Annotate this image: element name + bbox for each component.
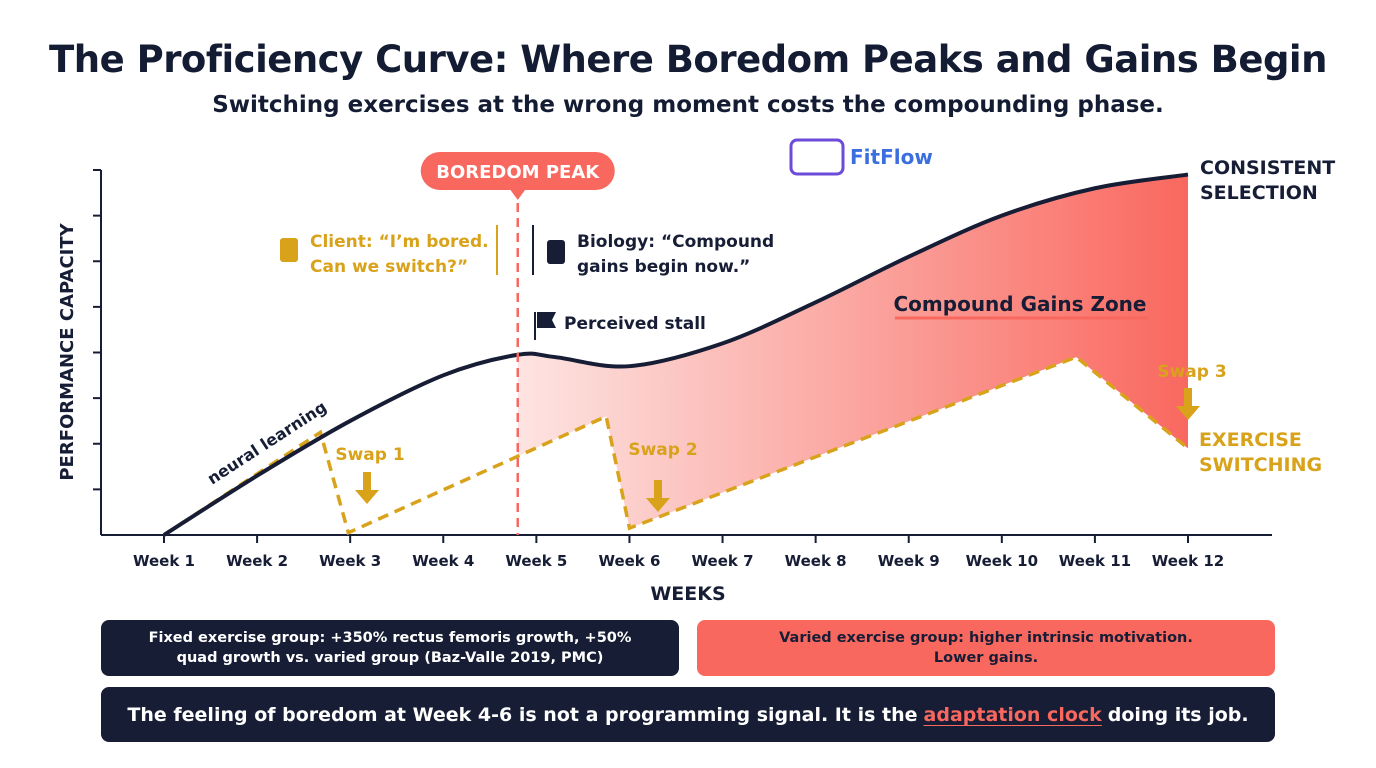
fixed-group-callout: Fixed exercise group: +350% rectus femor…: [101, 620, 679, 676]
fixed-line-2: quad growth vs. varied group (Baz-Valle …: [176, 650, 604, 666]
exercise-switching-label: EXERCISE: [1199, 429, 1302, 451]
biology-quote-line: gains begin now.”: [577, 257, 750, 277]
varied-line-1: Varied exercise group: higher intrinsic …: [779, 630, 1193, 646]
exercise-switching-label: SWITCHING: [1199, 454, 1322, 476]
chart-subtitle: Switching exercises at the wrong moment …: [212, 92, 1164, 118]
boredom-peak-label: BOREDOM PEAK: [436, 162, 600, 183]
message-highlight: adaptation clock: [923, 703, 1102, 726]
fixed-line-1: Fixed exercise group: +350% rectus femor…: [148, 630, 632, 646]
consistent-selection-line: [162, 172, 1189, 537]
x-tick-label: Week 10: [966, 552, 1038, 570]
varied-group-callout: Varied exercise group: higher intrinsic …: [697, 620, 1275, 676]
swap-label: Swap 2: [628, 440, 697, 460]
x-tick-label: Week 3: [319, 552, 381, 570]
biology-note-icon: [547, 240, 565, 264]
x-axis-label: WEEKS: [650, 583, 725, 605]
swap-down-arrow-icon: [646, 480, 670, 512]
message-pre: The feeling of boredom at Week 4-6 is no…: [127, 703, 918, 726]
swap-down-arrow-icon: [355, 472, 379, 504]
x-tick-label: Week 1: [133, 552, 195, 570]
badge-pointer: [509, 189, 526, 200]
client-quote-line: Client: “I’m bored.: [310, 232, 489, 252]
exercise-switching-line: [163, 355, 1190, 537]
swap-label: Swap 1: [335, 445, 404, 465]
x-tick-label: Week 6: [598, 552, 660, 570]
client-quote-line: Can we switch?”: [310, 257, 468, 277]
x-tick-label: Week 12: [1152, 552, 1224, 570]
flag-icon: [537, 312, 556, 328]
key-message-banner: The feeling of boredom at Week 4-6 is no…: [101, 687, 1275, 742]
perceived-stall-label: Perceived stall: [564, 314, 706, 334]
x-tick-label: Week 8: [785, 552, 847, 570]
x-tick-label: Week 2: [226, 552, 288, 570]
consistent-selection-label: CONSISTENT: [1200, 157, 1335, 179]
x-tick-label: Week 9: [878, 552, 940, 570]
client-note-icon: [280, 238, 298, 262]
boredom-peak-badge: [420, 152, 615, 190]
biology-quote-line: Biology: “Compound: [577, 232, 774, 252]
message-post: doing its job.: [1107, 703, 1249, 726]
consistent-selection-label: SELECTION: [1200, 182, 1318, 204]
y-axis-label: PERFORMANCE CAPACITY: [57, 222, 78, 480]
x-tick-label: Week 7: [692, 552, 754, 570]
x-tick-label: Week 5: [505, 552, 567, 570]
chart-title: The Proficiency Curve: Where Boredom Pea…: [49, 38, 1327, 81]
x-tick-label: Week 4: [412, 552, 474, 570]
fitflow-logo-text: FitFlow: [850, 145, 933, 169]
swap-label: Swap 3: [1157, 362, 1226, 382]
swap-down-arrow-icon: [1176, 388, 1200, 420]
compound-gains-zone-label: Compound Gains Zone: [894, 292, 1147, 316]
varied-line-2: Lower gains.: [933, 650, 1039, 666]
x-tick-label: Week 11: [1059, 552, 1131, 570]
fitflow-logo-icon: [789, 138, 845, 176]
